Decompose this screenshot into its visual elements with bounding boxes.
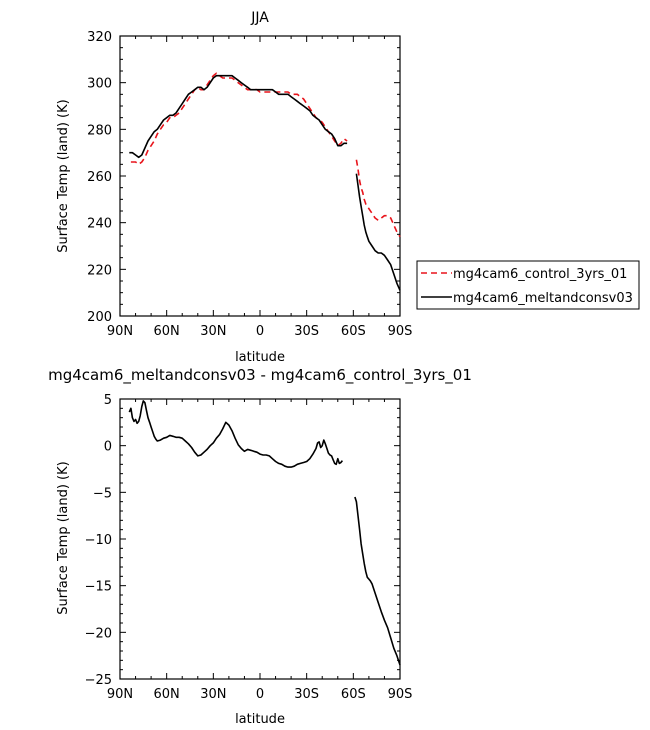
top-y-tick-label: 260 — [87, 170, 112, 185]
top-x-tick-label: 90N — [107, 324, 133, 339]
bottom-y-tick-label: 0 — [104, 440, 112, 455]
bottom-x-tick-label: 90S — [388, 687, 413, 702]
top-x-tick-label: 0 — [256, 324, 264, 339]
bottom-y-axis-label: Surface Temp (land) (K) — [56, 461, 71, 614]
bottom-x-tick-label: 30N — [200, 687, 226, 702]
top-y-tick-label: 280 — [87, 123, 112, 138]
legend-label-control: mg4cam6_control_3yrs_01 — [453, 267, 627, 282]
top-series-line-mg4cam6-control-3yrs-01 — [355, 159, 401, 238]
bottom-chart-title: mg4cam6_meltandconsv03 - mg4cam6_control… — [48, 366, 472, 385]
top-x-tick-label: 30S — [294, 324, 319, 339]
legend: mg4cam6_control_3yrs_01 mg4cam6_meltandc… — [416, 260, 640, 310]
top-chart-title: JJA — [250, 10, 269, 26]
top-plot-frame — [119, 35, 401, 317]
top-series-line-mg4cam6-meltandconsv03 — [355, 173, 401, 291]
top-y-tick-label: 320 — [87, 30, 112, 45]
top-y-tick-label: 240 — [87, 217, 112, 232]
bottom-panel: mg4cam6_meltandconsv03 - mg4cam6_control… — [48, 366, 472, 727]
bottom-x-tick-label: 60N — [154, 687, 180, 702]
bottom-y-tick-label: −20 — [85, 626, 112, 641]
bottom-y-tick-label: 5 — [104, 393, 112, 408]
bottom-y-tick-label: −15 — [85, 580, 112, 595]
bottom-y-tick-label: −25 — [85, 673, 112, 688]
top-x-tick-label: 90S — [388, 324, 413, 339]
bottom-y-tick-label: −5 — [93, 486, 112, 501]
bottom-x-tick-label: 30S — [294, 687, 319, 702]
bottom-plot-frame — [119, 398, 401, 680]
bottom-series-line-difference — [128, 400, 344, 468]
top-x-axis-label: latitude — [235, 350, 285, 365]
top-y-tick-label: 300 — [87, 77, 112, 92]
top-y-tick-label: 200 — [87, 310, 112, 325]
top-y-axis-label: Surface Temp (land) (K) — [56, 99, 71, 252]
legend-box — [416, 260, 640, 310]
bottom-x-axis-label: latitude — [235, 712, 285, 727]
top-x-tick-label: 30N — [200, 324, 226, 339]
top-plot-area: 90N 60N 30N 0 30S 60S 90S 200 220 240 260 280 300 320 — [87, 30, 412, 339]
top-series-line-mg4cam6-control-3yrs-01 — [130, 72, 348, 166]
legend-label-meltandconsv: mg4cam6_meltandconsv03 — [453, 291, 633, 306]
bottom-series-line-difference — [354, 496, 401, 666]
bottom-x-tick-label: 90N — [107, 687, 133, 702]
bottom-plot-area: 90N 60N 30N 0 30S 60S 90S 5 0 −5 −10 −15 −20 −25 — [85, 393, 413, 702]
top-panel: JJA Surface Temp (land) (K) latitude 90N… — [56, 10, 640, 365]
bottom-x-tick-label: 0 — [256, 687, 264, 702]
top-x-tick-label: 60N — [154, 324, 180, 339]
top-series-line-mg4cam6-meltandconsv03 — [129, 74, 348, 159]
bottom-y-tick-label: −10 — [85, 533, 112, 548]
top-y-tick-label: 220 — [87, 263, 112, 278]
top-x-tick-label: 60S — [341, 324, 366, 339]
bottom-x-tick-label: 60S — [341, 687, 366, 702]
